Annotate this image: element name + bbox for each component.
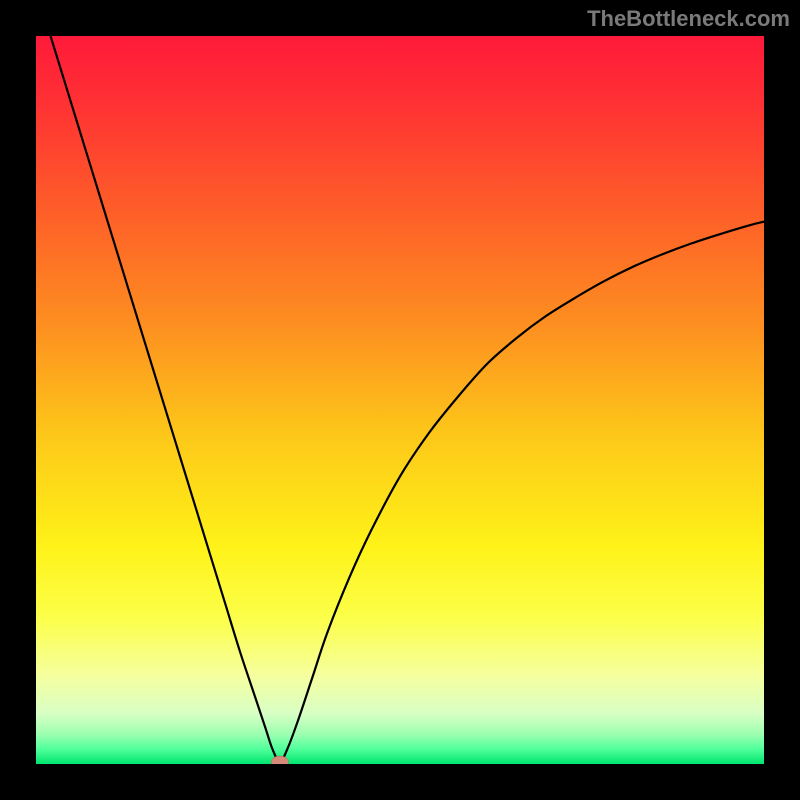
chart-container: TheBottleneck.com (0, 0, 800, 800)
gradient-background (36, 36, 764, 764)
watermark-text: TheBottleneck.com (587, 6, 790, 32)
plot-area (36, 36, 764, 764)
chart-svg (36, 36, 764, 764)
